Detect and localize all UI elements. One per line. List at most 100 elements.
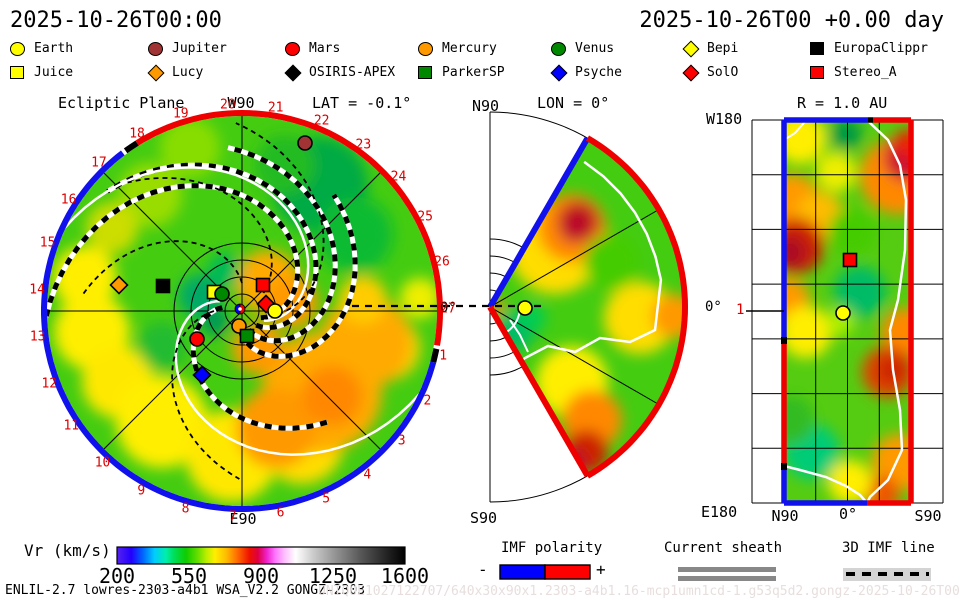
imf-polarity-label: IMF polarity: [501, 540, 603, 556]
rim-number-24: 24: [390, 169, 407, 185]
parkersp-marker-icon: [418, 66, 432, 79]
legend-item-osiris-apex: OSIRIS-APEX: [284, 64, 396, 81]
rim-number-2: 2: [423, 393, 432, 409]
venus-marker-icon: [551, 41, 566, 56]
colorbar-tick-1600: 1600: [380, 564, 430, 588]
legend-item-europaclippr: EuropaClippr: [810, 40, 928, 57]
rim-number-3: 3: [397, 433, 406, 449]
legend-item-parkersp: ParkerSP: [418, 64, 505, 81]
legend-item-solo: SolO: [682, 64, 739, 81]
legend-item-mercury: Mercury: [418, 40, 497, 57]
radial-title: R = 1.0 AU: [797, 94, 888, 112]
radial-plot: [746, 117, 944, 506]
legend-item-earth: Earth: [10, 40, 73, 57]
ecliptic-title: Ecliptic Plane: [58, 94, 185, 112]
legend-label: EuropaClippr: [834, 41, 928, 56]
legend-label: Mars: [309, 41, 341, 56]
legend-label: ParkerSP: [442, 65, 505, 80]
mercury-marker-icon: [418, 41, 433, 56]
current-sheath-chip2: [678, 576, 776, 581]
rim-number-7: 7: [228, 509, 237, 525]
legend-item-lucy: Lucy: [147, 64, 204, 81]
jupiter-marker-icon: [148, 41, 163, 56]
current-sheath-chip: [678, 567, 776, 572]
rim-number-13: 13: [29, 329, 46, 345]
object-markers: [109, 135, 858, 385]
mars-marker-icon: [285, 41, 300, 56]
rim-number-9: 9: [137, 483, 146, 499]
marker-stereo-a: [255, 277, 271, 293]
radial-r-tick: 1: [736, 302, 745, 318]
rim-number-10: 10: [94, 455, 111, 471]
marker-venus: [214, 286, 230, 302]
model-version-text: ENLIL-2.7 lowres-2303-a4b1 WSA_V2.2 GONG…: [5, 583, 366, 598]
solo-marker-icon: [682, 64, 700, 81]
marker-mars: [189, 331, 205, 347]
legend-label: Earth: [34, 41, 74, 56]
rim-number-6: 6: [276, 505, 285, 521]
legend-item-venus: Venus: [551, 40, 614, 57]
legend-label: Bepi: [707, 41, 739, 56]
legend-label: Venus: [575, 41, 615, 56]
imf-positive-chip: [544, 564, 591, 580]
rim-number-8: 8: [181, 501, 190, 517]
imf-negative-chip: [499, 564, 546, 580]
legend-item-mars: Mars: [285, 40, 340, 57]
marker-earth: [517, 300, 533, 316]
imf-line-label: 3D IMF line: [842, 540, 935, 556]
rim-number-27: 27: [440, 301, 456, 317]
marker-earth: [267, 303, 283, 319]
lucy-marker-icon: [147, 64, 165, 81]
marker-sun: [234, 303, 246, 315]
rim-number-16: 16: [60, 192, 77, 208]
colorbar-tick-550: 550: [170, 564, 208, 588]
imf-plus-label: +: [596, 560, 606, 579]
legend-label: OSIRIS-APEX: [309, 65, 396, 80]
rim-number-5: 5: [322, 491, 331, 507]
s90-label: S90: [470, 509, 498, 527]
n90-label: N90: [472, 97, 500, 115]
imf-minus-label: -: [478, 560, 488, 579]
rim-number-19: 19: [172, 106, 189, 122]
legend-item-psyche: Psyche: [550, 64, 622, 81]
e90-label: E90: [229, 510, 257, 528]
osiris-apex-marker-icon: [284, 64, 302, 81]
rim-number-22: 22: [313, 113, 330, 129]
juice-marker-icon: [10, 66, 24, 79]
legend-item-bepi: Bepi: [682, 40, 739, 57]
rim-number-17: 17: [91, 155, 107, 171]
w180-label: W180: [706, 110, 743, 128]
legend-label: Lucy: [172, 65, 204, 80]
meridional-plot: [487, 111, 689, 503]
rim-number-11: 11: [63, 418, 80, 434]
rim-number-15: 15: [39, 235, 56, 251]
rim-number-14: 14: [29, 282, 45, 298]
vr-colorbar: [116, 546, 406, 565]
colorbar-tick-900: 900: [242, 564, 280, 588]
rim-number-1: 1: [439, 348, 448, 364]
legend-label: Stereo_A: [834, 65, 897, 80]
meridional-title: LON = 0°: [537, 94, 610, 112]
rim-number-18: 18: [129, 126, 145, 142]
ecliptic-zero-label: 0°: [440, 300, 457, 316]
radial-zero-label: 0°: [838, 505, 858, 523]
psyche-marker-icon: [550, 64, 568, 81]
rim-number-23: 23: [355, 137, 372, 153]
timestamp-left: 2025-10-26T00:00: [10, 8, 222, 33]
europaclippr-marker-icon: [810, 42, 824, 55]
colorbar-label: Vr (km/s): [24, 541, 111, 560]
earth-marker-icon: [10, 41, 25, 56]
legend-item-stereo-a: Stereo_A: [810, 64, 897, 81]
rim-number-21: 21: [267, 100, 284, 116]
legend-label: Jupiter: [172, 41, 227, 56]
marker-lucy: [109, 275, 129, 295]
e180-label: E180: [701, 503, 738, 521]
watermark-text: UNIQUE1027122707/640x30x90x1.2303-a4b1.1…: [318, 584, 960, 599]
meridional-zero-label: 0°: [705, 299, 722, 315]
legend-label: SolO: [707, 65, 739, 80]
w90-label: W90: [227, 94, 255, 112]
rim-number-25: 25: [417, 209, 433, 225]
radial-s90-label: S90: [914, 507, 942, 525]
